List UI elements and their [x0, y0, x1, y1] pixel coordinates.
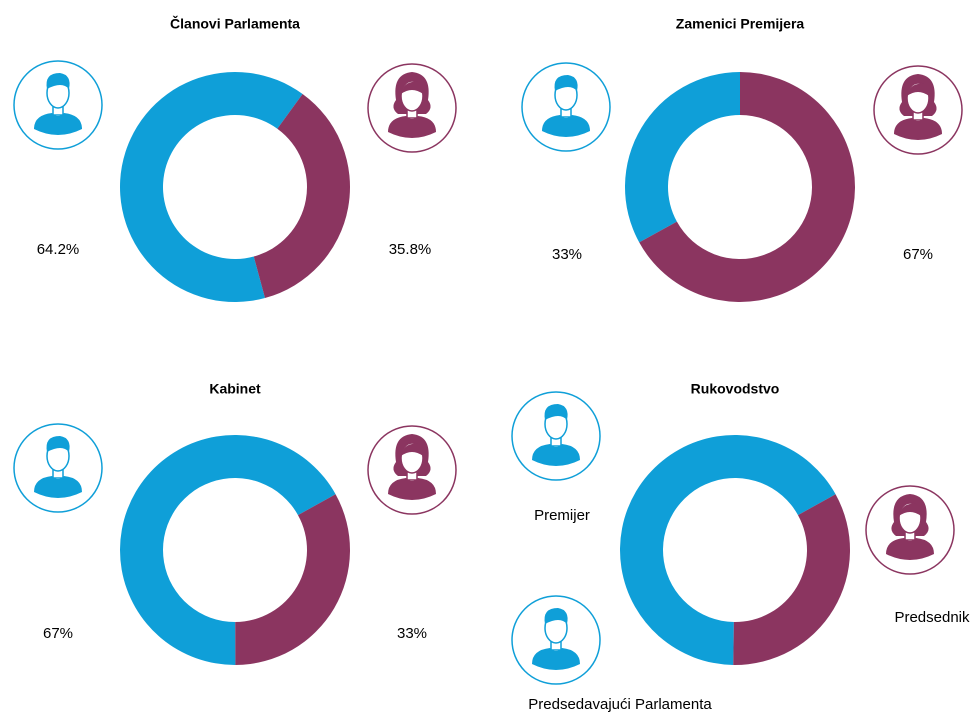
female-icon: [367, 63, 457, 153]
donut-slice: [120, 71, 303, 302]
icon-fringe: [899, 503, 922, 516]
donut-slice: [235, 494, 351, 665]
female-icon: [865, 485, 955, 575]
male-icon: [13, 423, 103, 513]
value-label: 67%: [903, 246, 933, 263]
male-icon: [511, 391, 601, 481]
donut-slice: [639, 72, 855, 302]
icon-body: [388, 478, 436, 500]
value-label: 67%: [43, 625, 73, 642]
chart-title: Članovi Parlamenta: [170, 15, 300, 32]
icon-hair: [46, 436, 70, 452]
donut-slice: [733, 494, 851, 665]
icon-fringe: [401, 81, 424, 94]
icon-hair: [46, 73, 70, 89]
icon-fringe: [401, 443, 424, 456]
icon-body: [532, 648, 580, 670]
icon-body: [532, 444, 580, 466]
icon-fringe: [907, 83, 930, 96]
value-label: 33%: [552, 246, 582, 263]
donut-slice: [619, 435, 836, 665]
icon-hair: [544, 404, 568, 420]
female-icon: [367, 425, 457, 515]
chart-title: Kabinet: [209, 381, 261, 397]
donut-slice: [625, 72, 740, 243]
chart-title: Rukovodstvo: [691, 381, 780, 397]
value-label: 35.8%: [389, 241, 432, 258]
icon-body: [894, 118, 942, 140]
annotation: Predsednik: [894, 609, 970, 626]
icon-body: [542, 115, 590, 137]
value-label: 64.2%: [37, 241, 80, 258]
male-icon: [511, 595, 601, 685]
icon-body: [34, 113, 82, 135]
icon-hair: [554, 75, 578, 91]
value-label: 33%: [397, 625, 427, 642]
donut-slice: [253, 93, 350, 299]
male-icon: [13, 60, 103, 150]
donut-slice: [120, 435, 336, 665]
male-icon: [521, 62, 611, 152]
icon-body: [34, 476, 82, 498]
female-icon: [873, 65, 963, 155]
annotation: Predsedavajući Parlamenta: [528, 696, 712, 713]
icon-body: [886, 538, 934, 560]
chart-title: Zamenici Premijera: [676, 16, 805, 32]
annotation: Premijer: [534, 507, 590, 524]
icon-body: [388, 116, 436, 138]
icon-hair: [544, 608, 568, 624]
